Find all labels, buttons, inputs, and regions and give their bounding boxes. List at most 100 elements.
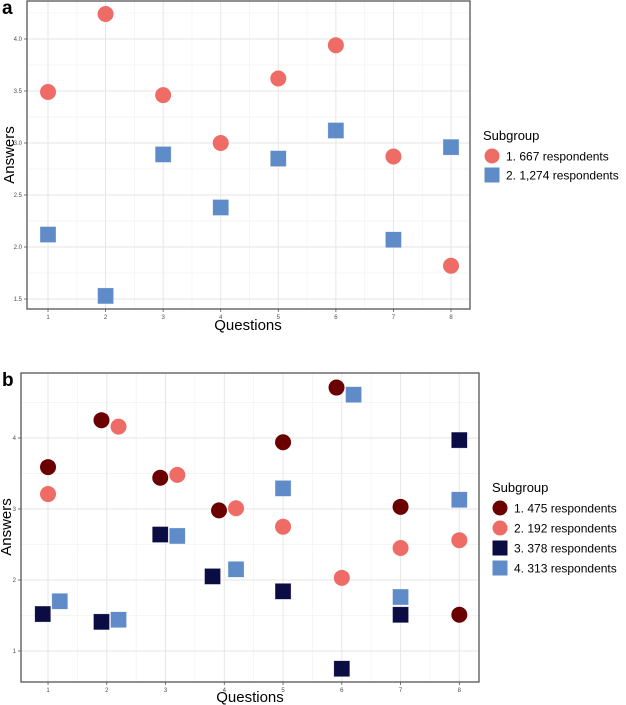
data-point-square [451, 431, 468, 449]
panel-border [26, 0, 471, 310]
legend-label: 3. 378 respondents [514, 542, 617, 556]
x-tick-label: 1 [46, 315, 50, 321]
data-point-circle [333, 569, 350, 586]
legend-label: 1. 667 respondents [506, 150, 609, 164]
y-tick-label: 3 [13, 507, 17, 513]
x-tick-label: 5 [277, 315, 281, 321]
chart-b: b 1 2 3 4 5 6 7 8 1 2 3 4 Questions Answers Subgro… [0, 370, 617, 705]
x-tick-label: 1 [46, 688, 50, 694]
data-point-square [385, 231, 402, 249]
data-point-circle [385, 148, 402, 165]
data-point-circle [40, 459, 57, 476]
y-axis-title-b: Answers [0, 498, 15, 556]
data-point-square [274, 480, 292, 497]
data-point-circle [392, 540, 409, 557]
legend-label: 2. 192 respondents [514, 522, 617, 536]
y-ticks-b: 1 2 3 4 [13, 436, 21, 655]
points-a [39, 6, 460, 305]
plot-panel [21, 373, 479, 682]
data-point-circle [212, 134, 229, 151]
data-point-square [34, 605, 52, 623]
y-tick-label: 3.0 [14, 141, 23, 147]
x-tick-label: 5 [281, 688, 285, 694]
legend-key-circle [492, 520, 508, 536]
x-tick-label: 4 [223, 688, 227, 694]
legend-label: 2. 1,274 respondents [506, 169, 619, 183]
data-point-square [168, 527, 186, 545]
data-point-square [327, 122, 345, 139]
data-point-square [392, 588, 409, 606]
data-point-square [93, 613, 110, 631]
panel-border [20, 372, 480, 683]
legend-a: Subgroup 1. 667 respondents 2. 1,274 resp… [483, 128, 619, 183]
y-axis-title-a: Answers [1, 126, 18, 184]
data-point-square [451, 491, 468, 509]
y-tick-label: 2 [13, 578, 17, 584]
legend-key-square [492, 540, 508, 556]
panel-label-a: a [2, 0, 13, 19]
x-tick-label: 8 [458, 688, 462, 694]
axes-a [26, 0, 471, 310]
x-ticks-a: 1 2 3 4 5 6 7 8 [46, 309, 453, 321]
data-point-circle [40, 486, 57, 503]
legend-title-a: Subgroup [483, 128, 539, 143]
data-point-circle [275, 518, 292, 535]
legend-key-square [492, 560, 508, 576]
x-axis-title-a: Questions [214, 317, 282, 334]
data-point-circle [169, 466, 186, 483]
data-point-circle [275, 434, 292, 451]
data-point-circle [328, 379, 345, 396]
data-point-circle [40, 84, 57, 101]
y-tick-label: 3.5 [14, 89, 23, 95]
data-point-square [51, 592, 69, 610]
legend-key-circle [484, 148, 500, 164]
data-point-circle [270, 70, 287, 87]
y-ticks-a: 1.5 2.0 2.5 3.0 3.5 4.0 [14, 37, 27, 303]
data-point-square [204, 568, 221, 585]
y-tick-label: 4 [13, 436, 17, 442]
y-tick-label: 1 [13, 649, 17, 655]
legend-b: Subgroup 1. 475 respondents 2. 192 respon… [492, 480, 617, 576]
x-tick-label: 7 [392, 315, 396, 321]
x-tick-label: 2 [104, 315, 108, 321]
data-point-circle [327, 37, 344, 54]
data-point-square [227, 561, 245, 578]
legend-title-b: Subgroup [492, 480, 548, 495]
y-tick-label: 2.5 [14, 193, 23, 199]
data-point-square [333, 660, 351, 678]
legend-label: 1. 475 respondents [514, 502, 617, 516]
data-point-circle [392, 498, 409, 515]
data-point-circle [93, 412, 110, 429]
panel-label-b: b [2, 370, 14, 391]
x-tick-label: 2 [105, 688, 109, 694]
data-point-circle [228, 500, 245, 517]
x-tick-label: 8 [449, 315, 453, 321]
x-tick-label: 3 [164, 688, 168, 694]
data-point-circle [211, 502, 228, 519]
grid-b [21, 373, 479, 682]
data-point-circle [451, 606, 468, 623]
grid-a [27, 1, 470, 309]
data-point-circle [155, 87, 172, 104]
plot-panel [27, 1, 470, 309]
data-point-square [212, 199, 230, 216]
data-point-square [110, 611, 127, 629]
data-point-square [154, 146, 172, 163]
x-tick-label: 6 [340, 688, 344, 694]
data-point-square [274, 583, 292, 600]
data-point-circle [451, 532, 468, 549]
axes-b [20, 372, 480, 683]
data-point-square [442, 138, 460, 156]
x-tick-label: 4 [219, 315, 223, 321]
data-point-square [269, 150, 287, 167]
data-point-circle [97, 6, 114, 23]
legend-label: 4. 313 respondents [514, 562, 617, 576]
data-point-circle [443, 257, 460, 274]
x-tick-label: 3 [161, 315, 165, 321]
data-point-square [345, 386, 362, 403]
x-ticks-b: 1 2 3 4 5 6 7 8 [46, 682, 462, 694]
x-tick-label: 7 [399, 688, 403, 694]
x-tick-label: 6 [334, 315, 338, 321]
